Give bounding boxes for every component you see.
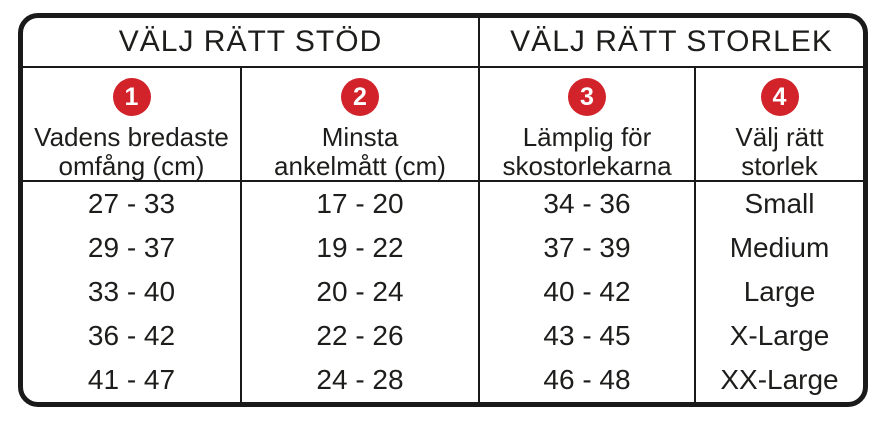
table-cell-size: XX-Large <box>720 364 839 395</box>
column-header-label-line: Vadens bredaste <box>34 122 229 152</box>
step-1-badge: 1 <box>112 78 151 116</box>
table-cell-size: X-Large <box>729 320 830 351</box>
column-header-vadens-omfang: 1 Vadens bredaste omfång (cm) <box>23 68 242 182</box>
table-cell-size: Medium <box>729 232 830 263</box>
table-cell-ankle-range: 20 - 24 <box>242 270 480 314</box>
column-header-label-line: Minsta <box>321 122 399 152</box>
table-cell-shoe-range: 46 - 48 <box>480 358 696 402</box>
table-cell-shoe-range: 43 - 45 <box>480 314 696 358</box>
column-header-minsta-ankelmatt: 2 Minsta ankelmått (cm) <box>242 68 480 182</box>
table-cell-shoe-range: 37 - 39 <box>480 226 696 270</box>
table-cell-calf-range: 27 - 33 <box>23 182 242 226</box>
group-header-valj-ratt-stod: VÄLJ RÄTT STÖD <box>23 18 480 68</box>
table-cell-ankle-range: 17 - 20 <box>242 182 480 226</box>
column-header-label-line: Lämplig för <box>522 122 652 152</box>
column-header-skostorlekarna: 3 Lämplig för skostorlekarna <box>480 68 696 182</box>
column-header-label-line: Välj rätt <box>735 122 824 152</box>
column-header-label-line: skostorlekarna <box>502 151 672 182</box>
table-cell-shoe-range: 40 - 42 <box>480 270 696 314</box>
table-cell-ankle-range: 22 - 26 <box>242 314 480 358</box>
table-cell-size: Large <box>743 276 816 307</box>
table-cell-calf-range: 41 - 47 <box>23 358 242 402</box>
table-cell-ankle-range: 24 - 28 <box>242 358 480 402</box>
step-4-badge: 4 <box>760 78 799 116</box>
column-header-label-line: ankelmått (cm) <box>274 151 446 182</box>
column-header-valj-ratt-storlek: 4 Välj rätt storlek <box>696 68 863 182</box>
table-cell-calf-range: 36 - 42 <box>23 314 242 358</box>
size-chart-table: VÄLJ RÄTT STÖD VÄLJ RÄTT STORLEK 1 Vaden… <box>18 13 868 407</box>
step-3-badge: 3 <box>568 78 606 116</box>
column-header-label-line: omfång (cm) <box>58 151 205 182</box>
group-header-valj-ratt-storlek: VÄLJ RÄTT STORLEK <box>480 18 863 68</box>
table-cell-ankle-range: 19 - 22 <box>242 226 480 270</box>
table-cell-calf-range: 33 - 40 <box>23 270 242 314</box>
table-cell-shoe-range: 34 - 36 <box>480 182 696 226</box>
step-2-badge: 2 <box>341 78 379 116</box>
table-cell-size: Small <box>744 188 815 219</box>
table-cell-calf-range: 29 - 37 <box>23 226 242 270</box>
column-header-label-line: storlek <box>741 151 818 182</box>
